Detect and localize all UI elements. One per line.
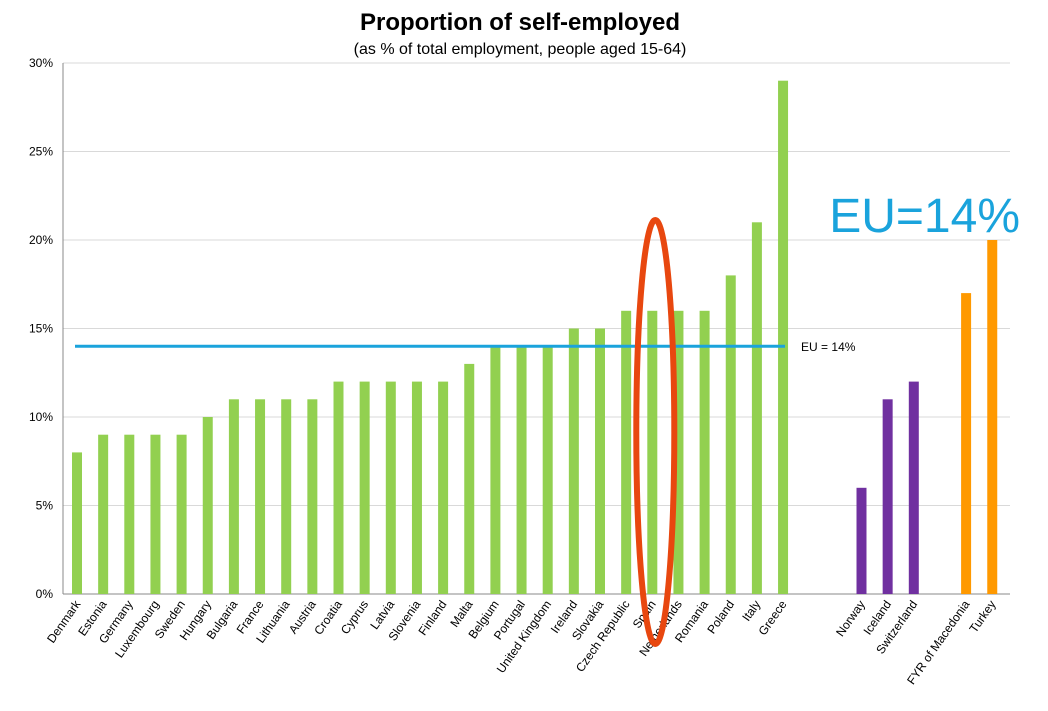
x-axis: DenmarkEstoniaGermanyLuxembourgSwedenHun… bbox=[44, 597, 999, 687]
bar-malta bbox=[464, 363, 475, 594]
x-tick-label: Denmark bbox=[44, 597, 84, 646]
highlight-ellipse bbox=[633, 217, 678, 647]
y-tick-label: 15% bbox=[29, 322, 53, 336]
y-axis: 0% 5% 10% 15% 20% 25% 30% bbox=[29, 56, 64, 601]
y-tick-label: 25% bbox=[29, 145, 53, 159]
gridlines bbox=[63, 62, 1010, 595]
y-tick-label: 5% bbox=[36, 499, 54, 513]
bar-united-kingdom bbox=[542, 346, 553, 594]
bars bbox=[72, 80, 998, 595]
bar-turkey bbox=[987, 240, 998, 594]
bar-poland bbox=[725, 275, 736, 594]
y-tick-label: 10% bbox=[29, 410, 53, 424]
bar-austria bbox=[307, 399, 318, 594]
y-tick-label: 20% bbox=[29, 233, 53, 247]
bar-italy bbox=[751, 222, 762, 595]
bar-czech-republic bbox=[621, 310, 632, 594]
x-tick-label: Greece bbox=[755, 597, 789, 638]
bar-netherlands bbox=[673, 310, 684, 594]
bar-hungary bbox=[202, 417, 213, 594]
bar-bulgaria bbox=[228, 399, 239, 594]
x-tick-label: Norway bbox=[833, 598, 868, 639]
bar-denmark bbox=[72, 452, 82, 594]
bar-fyr-of-macedonia bbox=[961, 293, 972, 594]
x-tick-label: Italy bbox=[739, 598, 763, 624]
reference-line-group: EU = 14% bbox=[75, 340, 856, 354]
bar-iceland bbox=[882, 399, 893, 594]
y-tick-label: 30% bbox=[29, 56, 53, 70]
bar-sweden bbox=[176, 434, 187, 594]
bar-romania bbox=[699, 310, 710, 594]
eu-annotation-text: EU=14% bbox=[829, 190, 1020, 243]
chart-title: Proportion of self-employed bbox=[360, 9, 680, 36]
bar-cyprus bbox=[359, 381, 370, 594]
reference-line-label: EU = 14% bbox=[801, 340, 856, 354]
bar-france bbox=[255, 399, 266, 594]
bar-slovakia bbox=[595, 328, 605, 594]
x-tick-label: Finland bbox=[416, 598, 450, 638]
x-tick-label: Cyprus bbox=[338, 598, 371, 637]
y-tick-label: 0% bbox=[36, 587, 54, 601]
bar-spain bbox=[647, 310, 658, 594]
bar-norway bbox=[856, 487, 867, 594]
bar-germany bbox=[124, 434, 135, 594]
x-tick-label: Turkey bbox=[966, 598, 998, 636]
bar-belgium bbox=[490, 346, 501, 594]
bar-ireland bbox=[568, 328, 579, 594]
bar-switzerland bbox=[908, 381, 919, 594]
bar-luxembourg bbox=[150, 434, 161, 594]
annotations: EU=14% bbox=[633, 190, 1020, 647]
bar-lithuania bbox=[281, 399, 292, 594]
bar-estonia bbox=[98, 434, 109, 594]
bar-finland bbox=[438, 381, 449, 594]
bar-portugal bbox=[516, 346, 527, 594]
bar-croatia bbox=[333, 381, 344, 594]
bar-latvia bbox=[385, 381, 396, 594]
x-tick-label: Poland bbox=[704, 598, 737, 637]
bar-slovenia bbox=[411, 381, 422, 594]
chart-subtitle: (as % of total employment, people aged 1… bbox=[354, 41, 687, 58]
bar-greece bbox=[778, 80, 789, 594]
